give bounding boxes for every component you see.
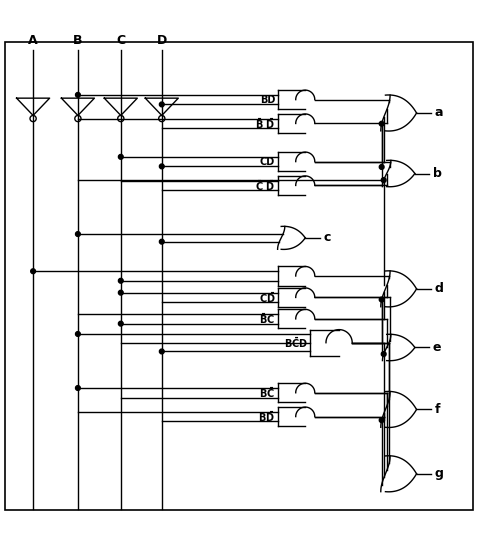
Circle shape [159,349,164,354]
Text: BD: BD [260,94,275,105]
Circle shape [159,240,164,244]
Text: C: C [116,34,125,47]
Circle shape [380,418,384,423]
Text: b: b [433,167,442,180]
Text: $\mathbf{\bar{C}\ \bar{D}}$: $\mathbf{\bar{C}\ \bar{D}}$ [255,178,275,193]
Text: $\mathbf{\bar{B}\ \bar{D}}$: $\mathbf{\bar{B}\ \bar{D}}$ [255,116,275,131]
Circle shape [380,121,384,126]
Circle shape [76,332,80,336]
Text: d: d [435,283,444,295]
Text: A: A [28,34,38,47]
Text: B: B [73,34,83,47]
Text: D: D [157,34,167,47]
Text: $\mathbf{B\bar{C}}$: $\mathbf{B\bar{C}}$ [259,385,275,400]
Circle shape [380,297,384,302]
Circle shape [119,321,123,326]
Circle shape [381,178,386,183]
Text: g: g [435,468,444,480]
Circle shape [381,352,386,357]
Circle shape [31,269,35,274]
Circle shape [119,155,123,159]
Text: f: f [435,403,440,416]
Text: $\mathbf{B\bar{D}}$: $\mathbf{B\bar{D}}$ [258,410,275,424]
Text: a: a [435,107,443,119]
Circle shape [119,290,123,295]
Circle shape [380,164,384,169]
Circle shape [76,93,80,97]
Text: CD: CD [260,157,275,167]
Text: $\mathbf{C\bar{D}}$: $\mathbf{C\bar{D}}$ [259,290,275,305]
Circle shape [159,102,164,107]
Circle shape [76,386,80,390]
Text: e: e [433,341,442,354]
Text: $\mathbf{\bar{B}C}$: $\mathbf{\bar{B}C}$ [259,312,275,326]
Text: $\mathbf{B\bar{C}D}$: $\mathbf{B\bar{C}D}$ [284,336,308,350]
Circle shape [159,164,164,169]
Text: c: c [323,231,331,245]
Circle shape [119,278,123,283]
Circle shape [76,232,80,236]
